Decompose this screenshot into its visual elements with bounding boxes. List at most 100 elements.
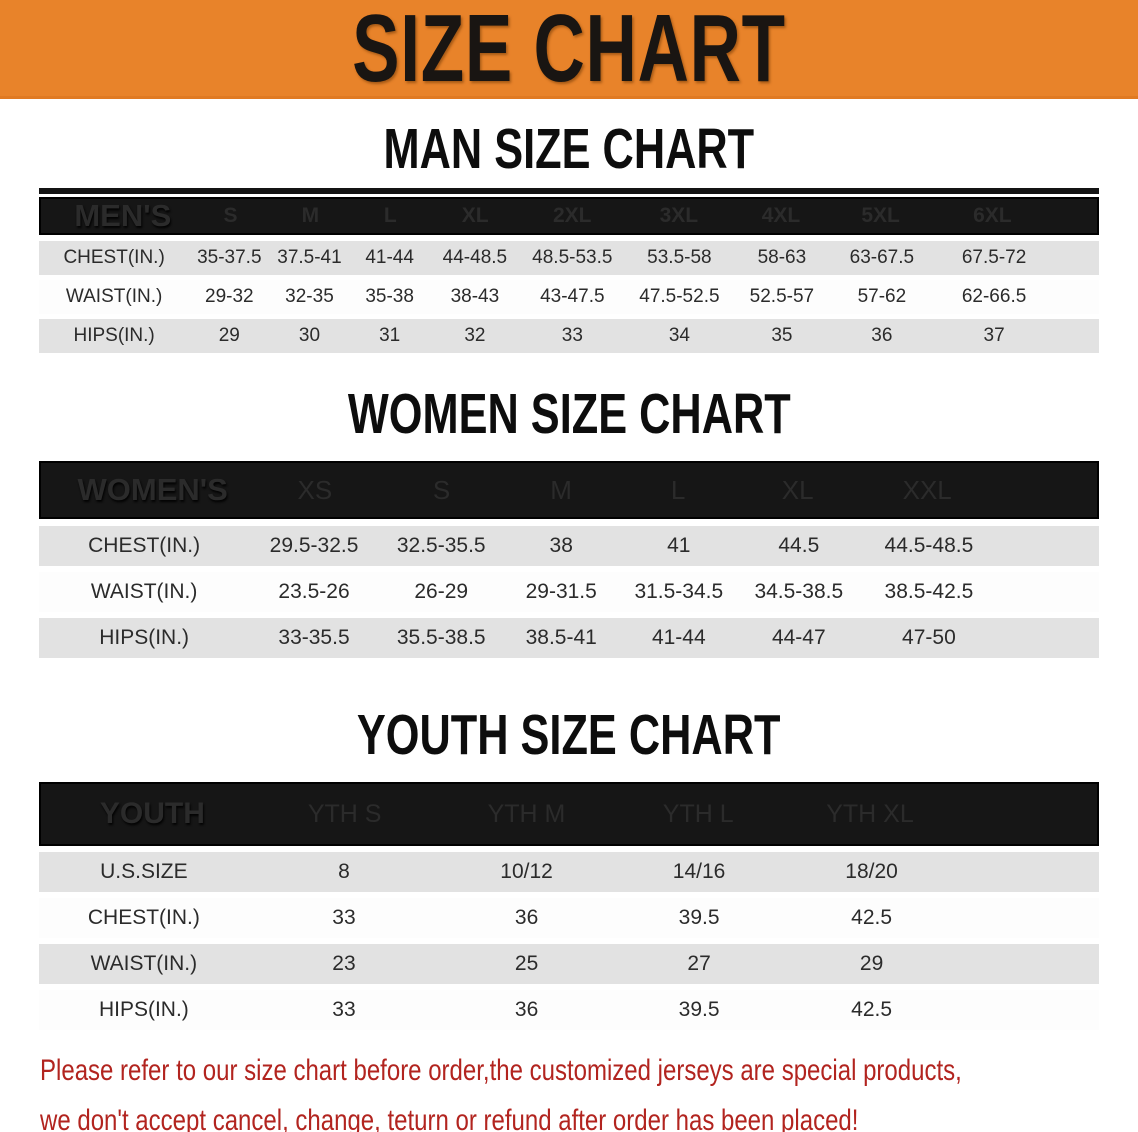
page-title: SIZE CHART xyxy=(352,0,786,102)
column-header: S xyxy=(432,474,451,505)
size-value-cell: 10/12 xyxy=(500,860,553,883)
size-value-cell: 32 xyxy=(464,325,486,346)
size-value-cell: 32-35 xyxy=(285,286,334,307)
size-value-cell: 8 xyxy=(338,860,350,883)
size-value-cell: 33-35.5 xyxy=(278,626,350,649)
size-value-cell: 34.5-38.5 xyxy=(754,580,844,603)
column-header: S xyxy=(223,204,238,227)
column-header: 5XL xyxy=(861,204,900,227)
size-value-cell: 62-66.5 xyxy=(961,286,1027,307)
table-row: CHEST(IN.) 33 36 39.5 42.5 xyxy=(39,898,1099,938)
size-value-cell: 23 xyxy=(332,952,356,975)
table-row: WAIST(IN.) 23 25 27 29 xyxy=(39,944,1099,984)
size-value-cell: 41-44 xyxy=(651,626,706,649)
womens-size-table: WOMEN'S XS S M L XL XXL CHEST(IN.) 29.5-32.5 32.… xyxy=(39,461,1099,658)
mens-table-body: CHEST(IN.) 35-37.5 37.5-41 41-44 44-48.5 48.5… xyxy=(39,241,1099,353)
row-label: HIPS(IN.) xyxy=(99,626,190,649)
size-value-cell: 27 xyxy=(687,952,711,975)
size-value-cell: 67.5-72 xyxy=(961,247,1027,268)
size-value-cell: 29-32 xyxy=(205,286,254,307)
size-value-cell: 47.5-52.5 xyxy=(639,286,720,307)
table-header-label: WOMEN'S xyxy=(77,472,228,507)
column-header: 2XL xyxy=(552,204,592,227)
size-value-cell: 31 xyxy=(379,325,401,346)
size-value-cell: 36 xyxy=(514,906,539,929)
row-label: HIPS(IN.) xyxy=(73,325,155,346)
size-value-cell: 25 xyxy=(514,952,539,975)
size-value-cell: 35.5-38.5 xyxy=(396,626,486,649)
column-header: XL xyxy=(781,474,814,505)
size-value-cell: 44-48.5 xyxy=(442,247,508,268)
disclaimer-text: Please refer to our size chart before or… xyxy=(0,1046,1138,1132)
column-header: 4XL xyxy=(761,204,801,227)
size-value-cell: 58-63 xyxy=(757,247,807,268)
size-value-cell: 38.5-41 xyxy=(525,626,597,649)
column-header: M xyxy=(550,474,572,505)
size-value-cell: 38 xyxy=(549,534,573,557)
row-label: HIPS(IN.) xyxy=(98,998,189,1021)
row-label: WAIST(IN.) xyxy=(90,952,198,975)
column-header: 6XL xyxy=(973,204,1012,227)
size-value-cell: 14/16 xyxy=(672,860,726,883)
size-value-cell: 48.5-53.5 xyxy=(532,247,613,268)
size-value-cell: 32.5-35.5 xyxy=(396,534,486,557)
size-value-cell: 39.5 xyxy=(678,998,720,1021)
size-value-cell: 52.5-57 xyxy=(749,286,815,307)
disclaimer-line-2: we don't accept cancel, change, teturn o… xyxy=(40,1104,859,1132)
size-value-cell: 36 xyxy=(514,998,539,1021)
size-value-cell: 38.5-42.5 xyxy=(884,580,974,603)
women-section-title: WOMEN SIZE CHART xyxy=(0,382,1138,446)
man-section-title: MAN SIZE CHART xyxy=(0,117,1138,181)
column-header: XXL xyxy=(902,474,952,505)
table-row: HIPS(IN.) 33-35.5 35.5-38.5 38.5-41 41-44 44-… xyxy=(39,618,1099,658)
table-row: WAIST(IN.) 29-32 32-35 35-38 38-43 43-47.5 47.… xyxy=(39,280,1099,314)
size-value-cell: 41-44 xyxy=(365,247,414,268)
table-row: CHEST(IN.) 29.5-32.5 32.5-35.5 38 41 44.5 44.5… xyxy=(39,526,1099,566)
row-label: CHEST(IN.) xyxy=(87,906,200,929)
size-value-cell: 44.5 xyxy=(778,534,820,557)
size-value-cell: 23.5-26 xyxy=(278,580,350,603)
size-value-cell: 38-43 xyxy=(450,286,500,307)
size-value-cell: 57-62 xyxy=(857,286,907,307)
banner: SIZE CHART xyxy=(0,0,1138,99)
size-value-cell: 63-67.5 xyxy=(849,247,915,268)
size-value-cell: 36 xyxy=(871,325,893,346)
size-value-cell: 37 xyxy=(983,325,1005,346)
column-header: YTH S xyxy=(307,799,382,828)
column-header: YTH XL xyxy=(826,799,914,828)
column-header: XS xyxy=(297,474,333,505)
size-value-cell: 53.5-58 xyxy=(647,247,712,268)
size-value-cell: 26-29 xyxy=(414,580,469,603)
size-value-cell: 30 xyxy=(298,325,321,346)
table-header-label: YOUTH xyxy=(99,797,205,830)
column-header: YTH M xyxy=(487,799,566,828)
table-row: WAIST(IN.) 23.5-26 26-29 29-31.5 31.5-34.5 34… xyxy=(39,572,1099,612)
size-value-cell: 29.5-32.5 xyxy=(269,534,359,557)
size-value-cell: 34 xyxy=(668,325,690,346)
youth-table-header: YOUTH YTH S YTH M YTH L YTH XL xyxy=(39,782,1099,846)
size-value-cell: 44.5-48.5 xyxy=(884,534,974,557)
column-header: M xyxy=(301,204,320,227)
row-label: CHEST(IN.) xyxy=(88,534,201,557)
youth-table-body: U.S.SIZE 8 10/12 14/16 18/20 CHEST(IN.) 33 36 39… xyxy=(39,852,1099,1030)
size-value-cell: 33 xyxy=(332,906,356,929)
table-row: CHEST(IN.) 35-37.5 37.5-41 41-44 44-48.5 48.5… xyxy=(39,241,1099,275)
table-row: HIPS(IN.) 33 36 39.5 42.5 xyxy=(39,990,1099,1030)
women-section-title-text: WOMEN SIZE CHART xyxy=(347,382,791,446)
disclaimer-line-1: Please refer to our size chart before or… xyxy=(40,1054,962,1087)
size-value-cell: 47-50 xyxy=(902,626,956,649)
womens-table-header: WOMEN'S XS S M L XL XXL xyxy=(39,461,1099,519)
row-label: WAIST(IN.) xyxy=(90,580,198,603)
man-section-title-text: MAN SIZE CHART xyxy=(383,117,755,181)
column-header: L xyxy=(670,474,686,505)
size-value-cell: 42.5 xyxy=(851,998,893,1021)
row-label: CHEST(IN.) xyxy=(63,247,165,268)
column-header: YTH L xyxy=(662,799,734,828)
size-value-cell: 29 xyxy=(859,952,884,975)
mens-size-table: MEN'S S M L XL 2XL 3XL 4XL 5XL 6XL CHEST(IN.) 35-3… xyxy=(39,188,1099,353)
size-value-cell: 41 xyxy=(667,534,691,557)
size-value-cell: 35 xyxy=(771,325,793,346)
size-value-cell: 43-47.5 xyxy=(540,286,605,307)
table-top-rule xyxy=(39,188,1099,194)
